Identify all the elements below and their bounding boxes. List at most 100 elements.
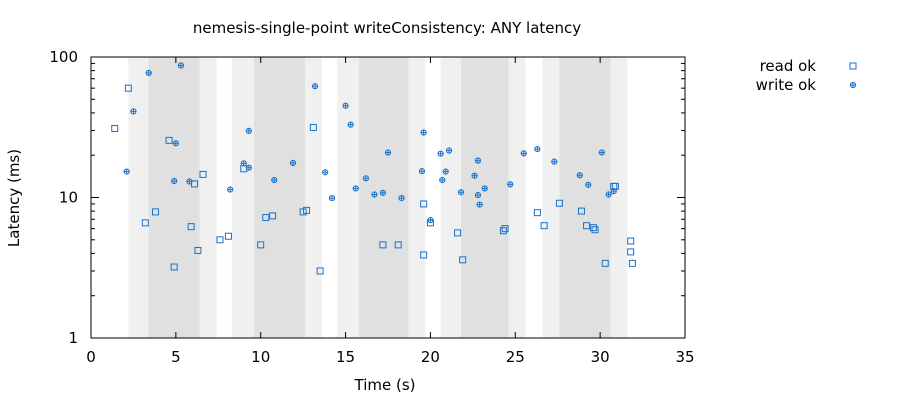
read-ok-point — [577, 207, 585, 215]
read-ok-point — [111, 124, 119, 132]
write-ok-point — [457, 189, 465, 196]
write-ok-point — [445, 147, 453, 154]
y-tick-label: 100 — [49, 48, 78, 66]
write-ok-series — [123, 62, 617, 224]
write-ok-point — [437, 150, 444, 157]
read-ok-point — [316, 267, 324, 275]
write-ok-point — [476, 201, 483, 208]
write-ok-point — [322, 169, 329, 176]
write-ok-point — [474, 157, 482, 164]
y-tick-label: 1 — [68, 329, 78, 347]
read-ok-point — [420, 251, 428, 259]
write-ok-point — [245, 164, 252, 171]
read-ok-point — [591, 226, 599, 234]
read-ok-point — [555, 199, 563, 207]
write-ok-point — [172, 140, 179, 147]
write-ok-point — [347, 121, 354, 128]
write-ok-point — [398, 195, 405, 202]
read-ok-point — [262, 214, 270, 222]
write-ok-point — [240, 160, 247, 167]
nemesis-band-inner — [253, 57, 305, 338]
read-ok-point — [194, 246, 202, 254]
read-ok-point — [540, 222, 548, 230]
axis-ticks: 0 5 10 15 20 25 30 35 1 10 100 — [49, 48, 694, 366]
write-ok-point — [130, 108, 137, 115]
write-ok-point — [342, 102, 349, 109]
write-ok-point — [311, 83, 319, 90]
legend-write-ok-marker — [849, 81, 857, 89]
read-ok-series — [111, 84, 636, 275]
x-axis-label: Time (s) — [354, 376, 416, 394]
write-ok-point — [427, 217, 434, 224]
write-ok-point — [145, 69, 152, 77]
write-ok-point — [507, 181, 514, 188]
write-ok-point — [271, 176, 278, 184]
x-tick-label: 10 — [251, 348, 270, 366]
read-ok-point — [309, 123, 317, 131]
read-ok-point — [394, 241, 402, 249]
write-ok-point — [551, 158, 558, 165]
x-tick-label: 35 — [675, 348, 694, 366]
plot-frame — [90, 56, 686, 339]
legend-read-ok-marker — [849, 62, 857, 70]
nemesis-bands — [128, 57, 628, 338]
read-ok-point — [459, 256, 467, 264]
write-ok-point — [123, 168, 130, 175]
write-ok-point — [439, 176, 446, 184]
read-ok-point — [187, 223, 195, 231]
read-ok-point — [151, 208, 159, 216]
x-tick-label: 20 — [421, 348, 440, 366]
read-ok-point — [141, 219, 149, 227]
write-ok-point — [186, 178, 193, 185]
read-ok-point — [499, 227, 507, 235]
write-ok-point — [418, 168, 426, 175]
write-ok-point — [442, 168, 449, 175]
write-ok-point — [520, 150, 527, 157]
write-ok-point — [171, 177, 178, 185]
write-ok-point — [384, 149, 392, 156]
write-ok-point — [289, 159, 297, 167]
read-ok-point — [627, 248, 635, 256]
write-ok-point — [245, 127, 252, 134]
nemesis-band-inner — [359, 57, 409, 338]
write-ok-point — [471, 172, 478, 179]
write-ok-point — [605, 191, 612, 198]
data-points — [111, 62, 636, 275]
read-ok-point — [628, 259, 636, 267]
read-ok-point — [420, 200, 428, 208]
read-ok-point — [165, 136, 173, 144]
read-ok-point — [199, 170, 207, 178]
write-ok-point — [328, 195, 336, 202]
write-ok-point — [534, 146, 541, 153]
write-ok-point — [481, 185, 488, 192]
read-ok-point — [583, 222, 591, 230]
x-tick-label: 15 — [336, 348, 355, 366]
read-ok-point — [589, 224, 597, 232]
write-ok-point — [420, 129, 427, 136]
read-ok-point — [191, 180, 199, 188]
read-ok-point — [533, 209, 541, 217]
read-ok-point — [379, 241, 387, 249]
chart-title: nemesis-single-point writeConsistency: A… — [193, 19, 581, 37]
legend-label: read ok — [760, 57, 817, 75]
nemesis-band-inner — [148, 57, 200, 338]
x-tick-label: 5 — [171, 348, 181, 366]
write-ok-point — [379, 189, 387, 196]
x-tick-label: 25 — [506, 348, 525, 366]
write-ok-point — [371, 191, 378, 198]
write-ok-point — [474, 192, 482, 199]
write-ok-point — [352, 185, 359, 192]
read-ok-point — [216, 236, 224, 244]
write-ok-point — [576, 172, 583, 179]
x-tick-label: 0 — [86, 348, 96, 366]
write-ok-point — [585, 181, 592, 188]
legend-label: write ok — [756, 76, 817, 94]
write-ok-point — [362, 175, 370, 182]
y-axis-label: Latency (ms) — [5, 149, 23, 247]
read-ok-point — [170, 263, 178, 271]
read-ok-point — [601, 259, 609, 267]
read-ok-point — [627, 237, 635, 245]
read-ok-point — [501, 225, 509, 233]
